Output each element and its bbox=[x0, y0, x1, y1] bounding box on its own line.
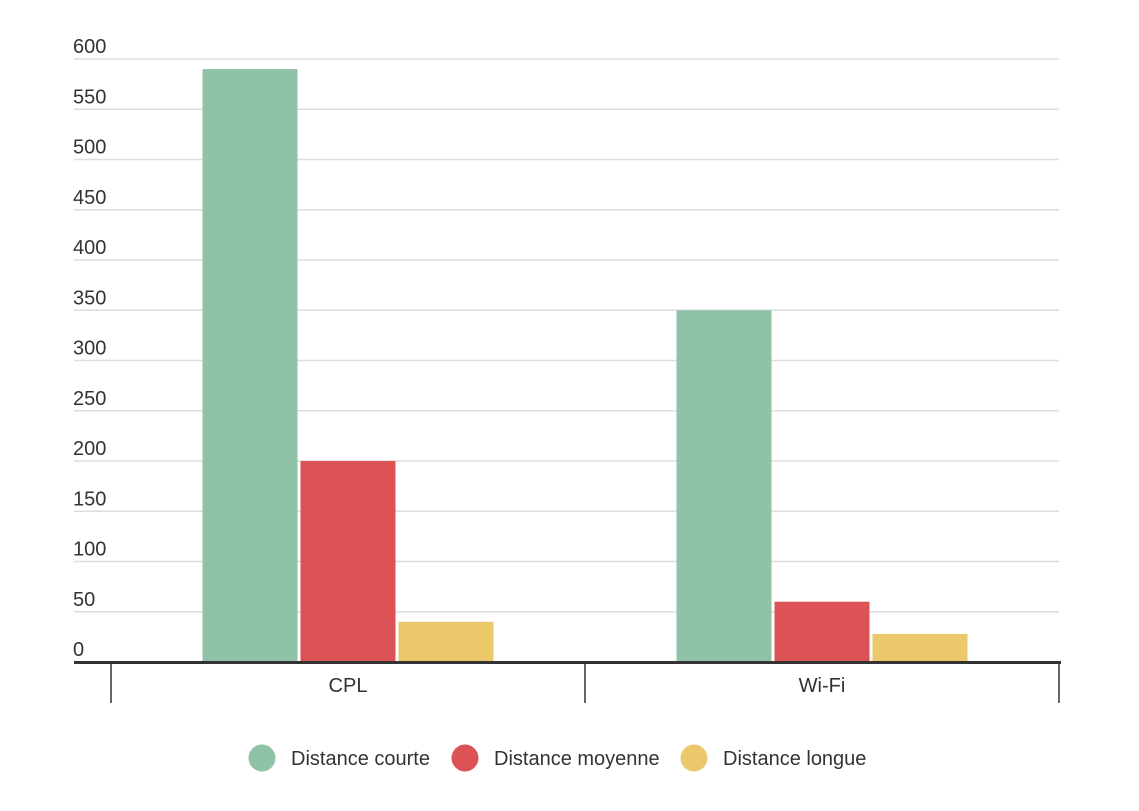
y-tick-label: 0 bbox=[73, 639, 84, 661]
legend-label: Distance courte bbox=[291, 748, 430, 770]
x-tick-label: Wi-Fi bbox=[799, 675, 846, 697]
bar-cpl-series-2 bbox=[398, 621, 494, 662]
y-tick-label: 300 bbox=[73, 338, 106, 360]
legend-swatch bbox=[451, 744, 479, 772]
y-tick-label: 400 bbox=[73, 237, 106, 259]
y-tick-label: 200 bbox=[73, 438, 106, 460]
bar-wi-fi-series-2 bbox=[872, 633, 968, 662]
legend-swatch bbox=[248, 744, 276, 772]
y-tick-label: 100 bbox=[73, 539, 106, 561]
y-tick-label: 450 bbox=[73, 187, 106, 209]
y-tick-label: 150 bbox=[73, 488, 106, 510]
x-axis: CPL Wi-Fi bbox=[74, 661, 1061, 703]
legend-swatch bbox=[680, 744, 708, 772]
bar-wi-fi-series-0 bbox=[676, 310, 772, 662]
x-tick-label: CPL bbox=[329, 675, 368, 697]
bar-cpl-series-1 bbox=[300, 461, 396, 662]
y-tick-label: 350 bbox=[73, 287, 106, 309]
y-tick-label: 600 bbox=[73, 36, 106, 58]
legend: Distance courte Distance moyenne Distance … bbox=[248, 744, 866, 772]
y-tick-label: 50 bbox=[73, 589, 95, 611]
y-tick-label: 250 bbox=[73, 388, 106, 410]
y-tick-label: 550 bbox=[73, 86, 106, 108]
y-tick-label: 500 bbox=[73, 137, 106, 159]
bar-cpl-series-0 bbox=[202, 69, 298, 663]
legend-label: Distance moyenne bbox=[494, 748, 660, 770]
bar-wi-fi-series-1 bbox=[774, 601, 870, 662]
legend-label: Distance longue bbox=[723, 748, 866, 770]
bars bbox=[202, 69, 968, 663]
y-axis-ticks: 0 50 100 150 200 250 300 350 400 450 500 550 600 bbox=[73, 36, 106, 661]
